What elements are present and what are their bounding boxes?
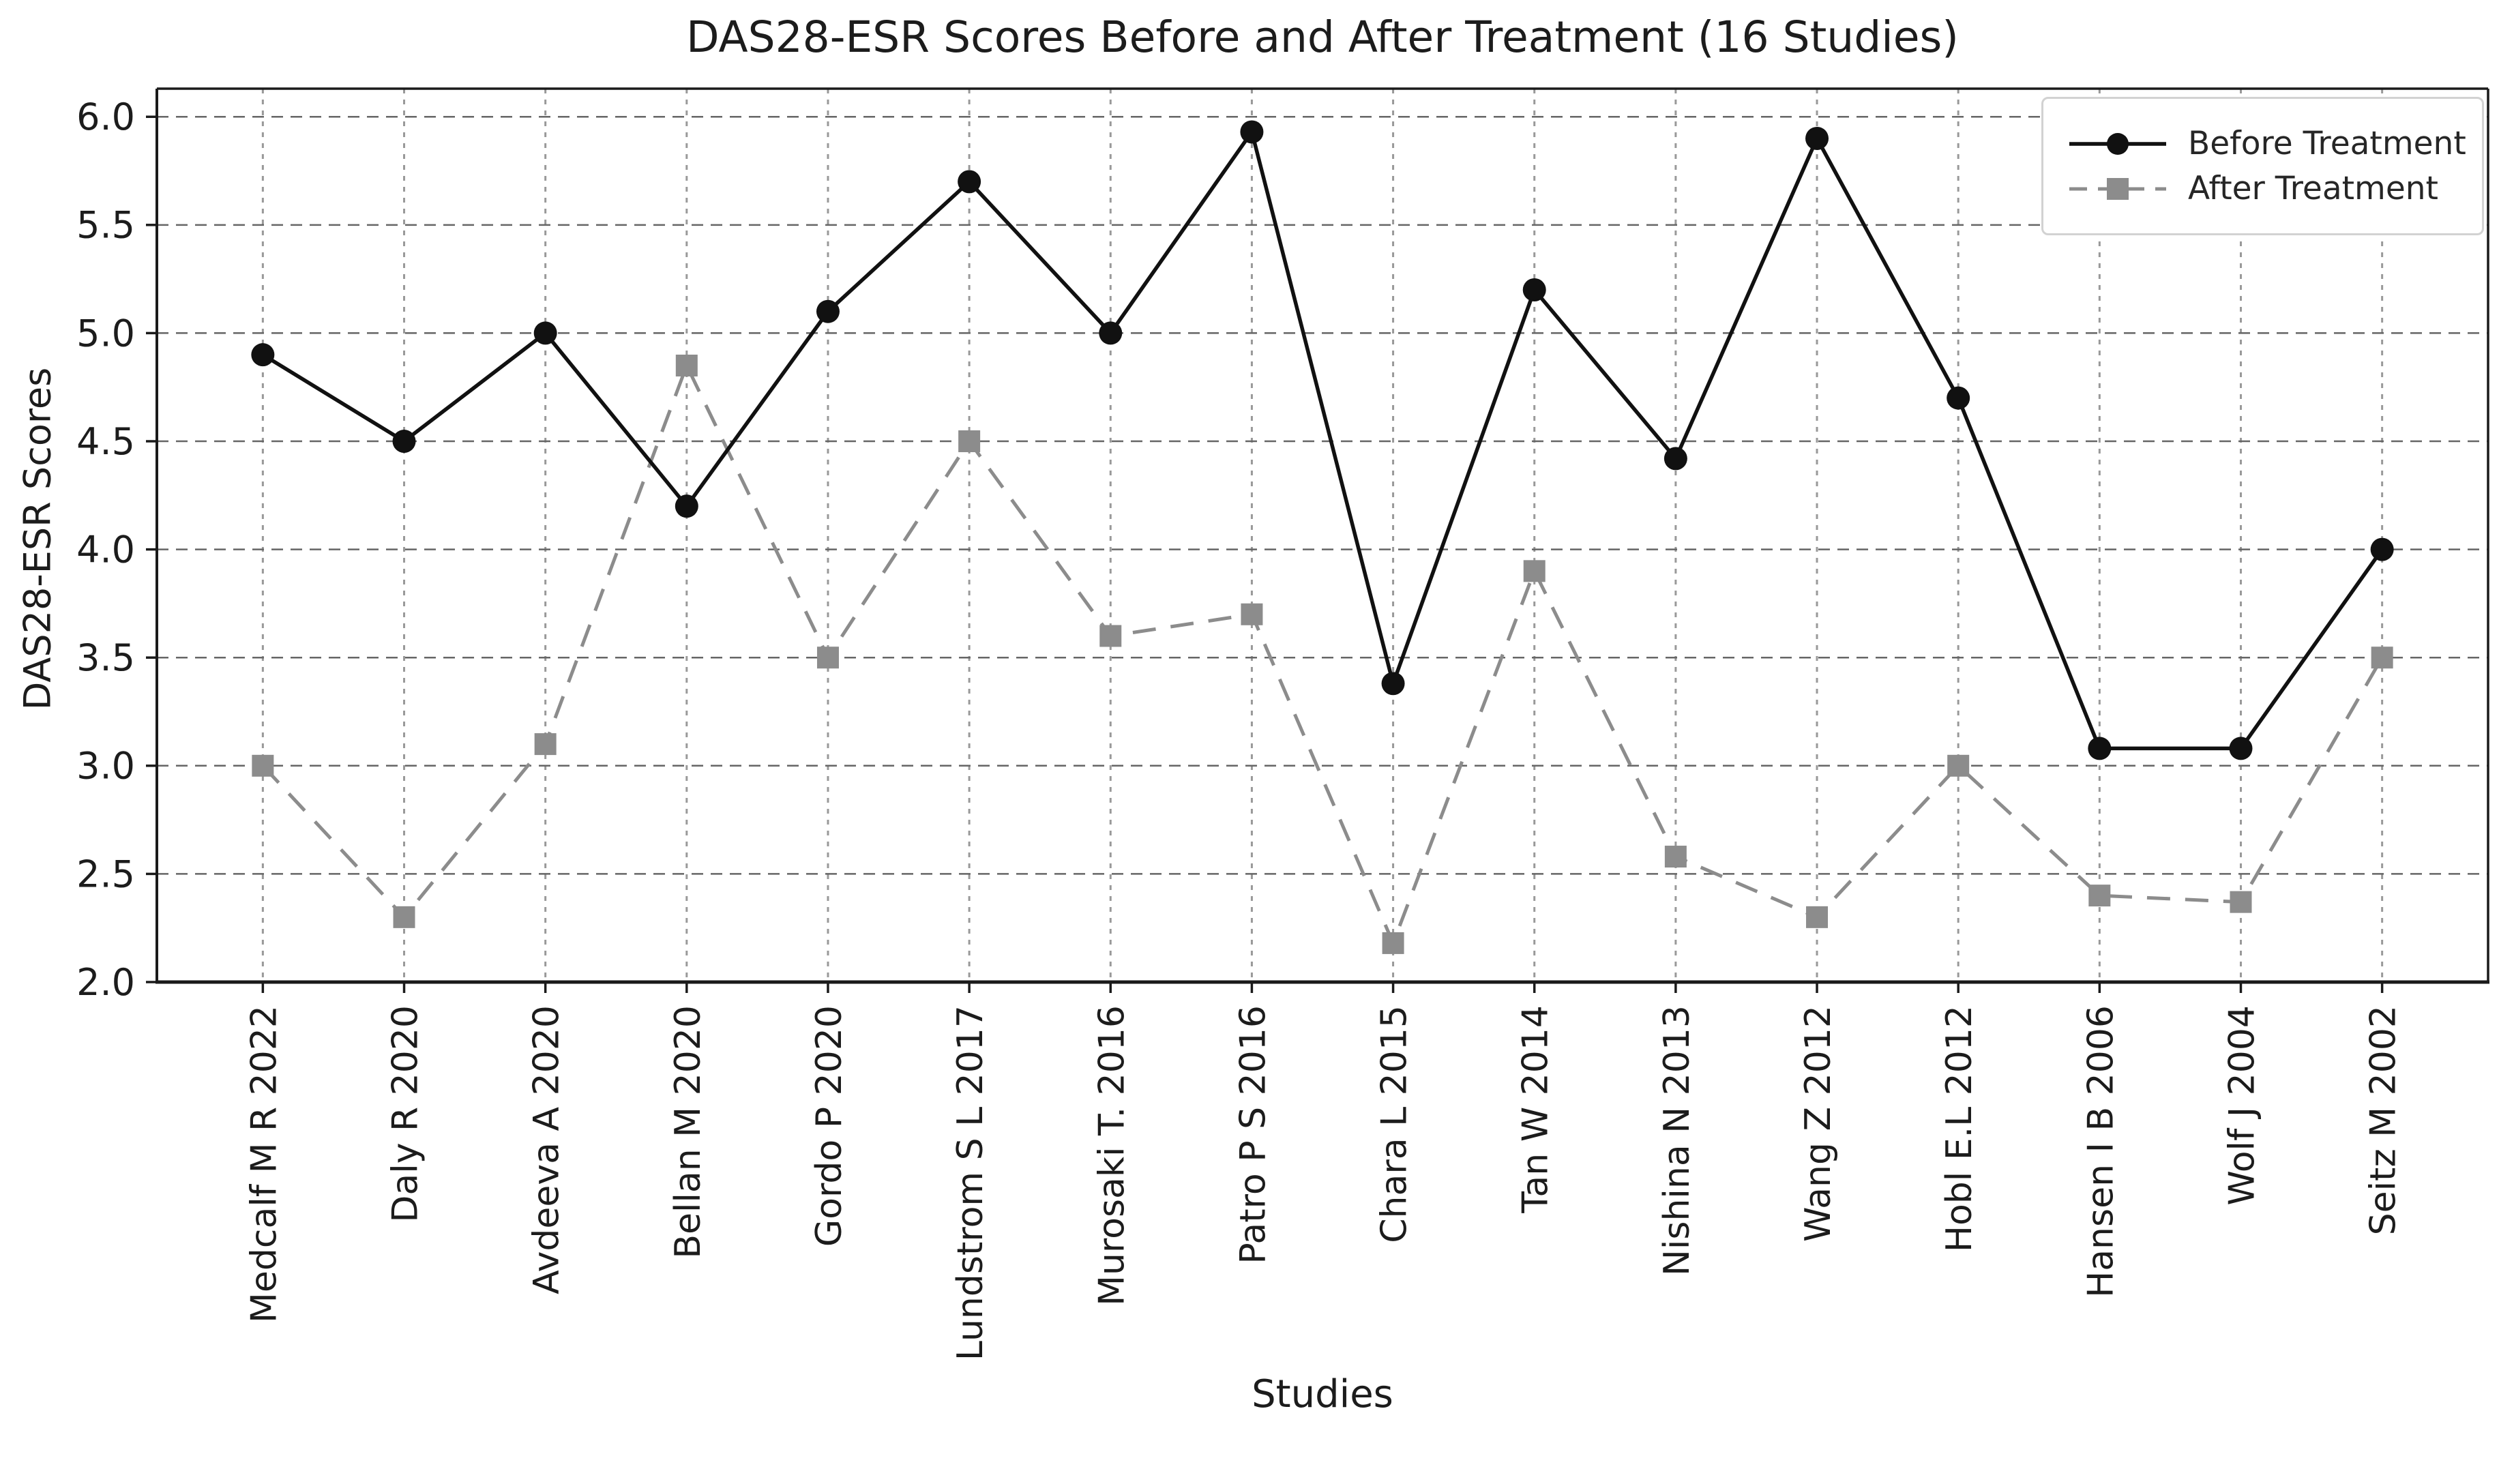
y-axis-label: DAS28-ESR Scores	[16, 367, 59, 711]
x-tick-label: Wolf J 2004	[2221, 1005, 2262, 1206]
marker-after-square	[1664, 846, 1687, 868]
marker-after-square	[393, 906, 415, 928]
marker-after-square	[2230, 891, 2252, 913]
legend-row-before: Before Treatment	[2067, 125, 2482, 163]
marker-after-square	[675, 355, 698, 377]
marker-before-circle	[533, 321, 557, 345]
x-tick-label: Hansen I B 2006	[2080, 1005, 2121, 1298]
legend-label-after: After Treatment	[2188, 170, 2438, 207]
marker-after-square	[2371, 647, 2393, 669]
marker-before-circle	[1805, 126, 1829, 150]
chart-title: DAS28-ESR Scores Before and After Treatm…	[686, 12, 1959, 62]
marker-after-square	[1806, 906, 1829, 928]
series-before	[251, 120, 2394, 760]
gridlines-vertical	[261, 89, 2384, 982]
y-tick-label: 3.5	[76, 636, 135, 679]
marker-before-circle	[2088, 737, 2112, 760]
legend-row-after: After Treatment	[2067, 170, 2482, 208]
y-tick-label: 4.0	[76, 529, 135, 572]
y-tick-label: 2.5	[76, 852, 135, 895]
marker-after-square	[1241, 603, 1263, 625]
x-axis-ticks: Medcalf M R 2022 Daly R 2020 Avdeeva A 202…	[243, 982, 2404, 1361]
x-tick-label: Wang Z 2012	[1798, 1005, 1839, 1242]
marker-before-circle	[675, 494, 698, 518]
marker-before-circle	[1099, 321, 1123, 345]
marker-before-circle	[958, 170, 981, 194]
marker-before-circle	[816, 299, 840, 323]
x-tick-label: Murosaki T. 2016	[1091, 1005, 1132, 1306]
marker-after-square	[1523, 560, 1546, 582]
marker-before-circle	[392, 430, 416, 454]
x-tick-label: Gordo P 2020	[809, 1005, 850, 1247]
marker-before-circle	[1663, 447, 1687, 471]
marker-after-square	[1382, 932, 1404, 954]
y-tick-label: 2.0	[76, 961, 135, 1004]
marker-before-circle	[2229, 737, 2253, 760]
x-tick-label: Avdeeva A 2020	[527, 1005, 567, 1294]
x-tick-label: Seitz M 2002	[2363, 1005, 2404, 1235]
marker-after-square	[958, 430, 981, 453]
marker-after-square	[252, 754, 274, 777]
marker-before-circle	[2370, 537, 2394, 561]
gridlines-horizontal	[157, 115, 2488, 983]
legend-label-before: Before Treatment	[2188, 125, 2466, 162]
legend: Before Treatment After Treatment	[2041, 97, 2484, 235]
x-tick-label: Medcalf M R 2022	[243, 1005, 284, 1323]
y-tick-label: 5.5	[76, 204, 135, 247]
x-tick-label: Tan W 2014	[1515, 1005, 1556, 1214]
marker-after-square	[534, 733, 557, 756]
x-tick-label: Patro P S 2016	[1232, 1005, 1273, 1264]
y-tick-label: 3.0	[76, 745, 135, 788]
y-tick-label: 5.0	[76, 312, 135, 355]
marker-before-circle	[1240, 120, 1264, 144]
x-tick-label: Nishina N 2013	[1657, 1005, 1698, 1276]
series-after	[252, 355, 2393, 954]
legend-before-circle-marker	[2107, 132, 2129, 155]
series-after-line	[261, 363, 2384, 945]
y-tick-label: 4.5	[76, 420, 135, 463]
marker-after-square	[816, 647, 839, 669]
x-tick-label: Chara L 2015	[1374, 1005, 1415, 1243]
marker-before-circle	[1947, 386, 1970, 410]
legend-before-sample	[2069, 132, 2166, 155]
marker-after-square	[1099, 625, 1122, 647]
y-tick-label: 6.0	[76, 95, 135, 138]
marker-before-circle	[1522, 278, 1546, 301]
x-tick-label: Daly R 2020	[385, 1005, 426, 1223]
x-axis-label: Studies	[1252, 1372, 1393, 1416]
y-axis-ticks: 2.0 2.5 3.0 3.5 4.0 4.5 5.0 5.5 6.0	[76, 95, 157, 1004]
x-tick-label: Lundstrom S L 2017	[950, 1005, 991, 1361]
marker-before-circle	[1381, 672, 1405, 696]
marker-after-square	[1947, 754, 1970, 777]
marker-after-square	[2088, 885, 2111, 907]
x-tick-label: Bellan M 2020	[668, 1005, 709, 1259]
marker-before-circle	[251, 343, 275, 367]
legend-after-sample	[2069, 177, 2166, 200]
legend-after-square-marker	[2107, 177, 2129, 200]
x-tick-label: Hobl E.L 2012	[1939, 1005, 1980, 1252]
series-before-line	[261, 130, 2384, 751]
